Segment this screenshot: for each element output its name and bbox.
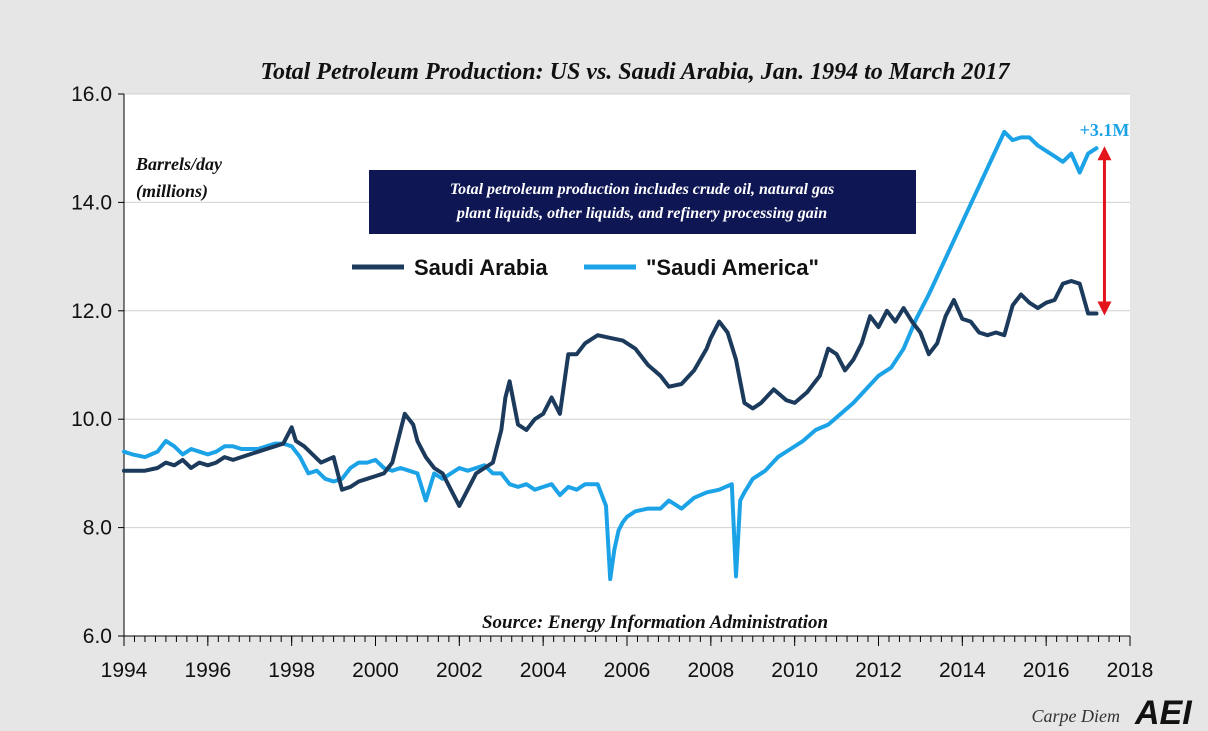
x-tick-label: 1998 <box>268 659 315 682</box>
aei-logo: AEI <box>1134 694 1193 731</box>
x-tick-label: 2014 <box>939 659 986 682</box>
x-tick-label: 1994 <box>101 659 148 682</box>
annotation-arrowhead-top <box>1097 146 1112 161</box>
y-tick-label: 8.0 <box>83 517 112 540</box>
y-tick-label: 10.0 <box>71 408 112 431</box>
x-tick-label: 2012 <box>855 659 902 682</box>
footer-carpe-diem: Carpe Diem <box>1032 706 1121 726</box>
note-box: Total petroleum production includes crud… <box>369 170 916 234</box>
x-tick-label: 2002 <box>436 659 483 682</box>
x-tick-label: 2006 <box>604 659 651 682</box>
y-axis-label-line2: (millions) <box>136 181 208 202</box>
x-tick-label: 1996 <box>184 659 231 682</box>
note-text-line1: Total petroleum production includes crud… <box>450 181 834 198</box>
source-text: Source: Energy Information Administratio… <box>482 612 828 633</box>
x-tick-label: 2016 <box>1023 659 1070 682</box>
legend-label-saudi-america: "Saudi America" <box>646 255 819 280</box>
legend-label-saudi-arabia: Saudi Arabia <box>414 255 548 280</box>
series-lines <box>122 129 1099 582</box>
y-tick-label: 14.0 <box>71 191 112 214</box>
note-text-line2: plant liquids, other liquids, and refine… <box>455 205 827 222</box>
series-line-saudi-arabia <box>122 279 1099 508</box>
axes: 6.0 8.0 10.0 12.0 14.0 16.0 1994 1996 1998 2000 20… <box>71 83 1153 682</box>
x-tick-label: 2008 <box>687 659 734 682</box>
chart-title: Total Petroleum Production: US vs. Saudi… <box>261 59 1011 85</box>
annotation-arrowhead-bottom <box>1097 301 1112 316</box>
y-tick-label: 6.0 <box>83 625 112 648</box>
y-tick-label: 16.0 <box>71 83 112 106</box>
legend: Saudi Arabia "Saudi America" <box>352 255 819 280</box>
x-tick-label: 2000 <box>352 659 399 682</box>
aei-logo-text: AEI <box>1134 694 1193 731</box>
y-tick-label: 12.0 <box>71 300 112 323</box>
difference-annotation: +3.1M <box>1080 120 1130 316</box>
x-tick-label: 2018 <box>1107 659 1154 682</box>
x-tick-label: 2010 <box>771 659 818 682</box>
annotation-label: +3.1M <box>1080 120 1130 140</box>
x-tick-label: 2004 <box>520 659 567 682</box>
y-axis-label-line1: Barrels/day <box>135 154 223 174</box>
